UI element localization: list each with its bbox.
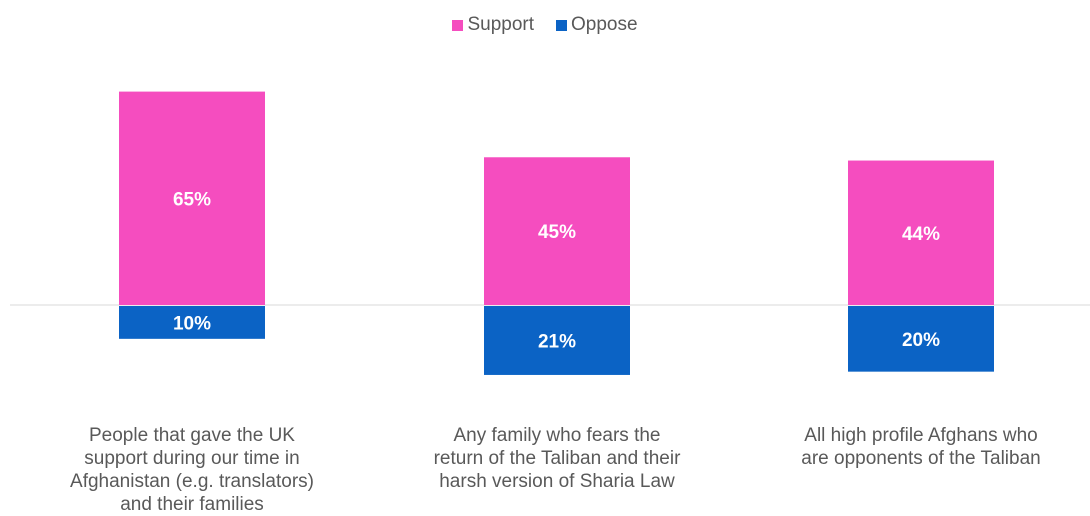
- data-label-support-3: 44%: [902, 224, 940, 245]
- bar-chart: 65% 45% 44% 10% 21% 20%: [10, 91, 1090, 375]
- bar-oppose-3: [848, 306, 994, 372]
- bar-oppose-1: [119, 306, 265, 339]
- legend-item-support: Support: [452, 14, 534, 36]
- bar-support-3: [848, 160, 994, 305]
- data-label-oppose-3: 20%: [902, 330, 940, 351]
- legend-item-oppose: Oppose: [556, 14, 638, 36]
- bar-oppose-2: [484, 306, 630, 375]
- data-label-support-2: 45%: [538, 222, 576, 243]
- bar-support-2: [484, 157, 630, 305]
- category-label-3: All high profile Afghans who are opponen…: [801, 425, 1041, 469]
- legend-label-oppose: Oppose: [571, 14, 638, 35]
- legend-swatch-oppose: [556, 19, 567, 31]
- legend-label-support: Support: [467, 14, 534, 35]
- category-label-1: People that gave the UK support during o…: [70, 425, 314, 515]
- category-label-2: Any family who fears the return of the T…: [433, 425, 681, 492]
- data-label-support-1: 65%: [173, 189, 211, 210]
- legend: Support Oppose: [0, 14, 1090, 36]
- legend-swatch-support: [452, 19, 464, 31]
- data-label-oppose-1: 10%: [173, 313, 211, 334]
- bar-support-1: [119, 91, 265, 305]
- data-label-oppose-2: 21%: [538, 331, 576, 352]
